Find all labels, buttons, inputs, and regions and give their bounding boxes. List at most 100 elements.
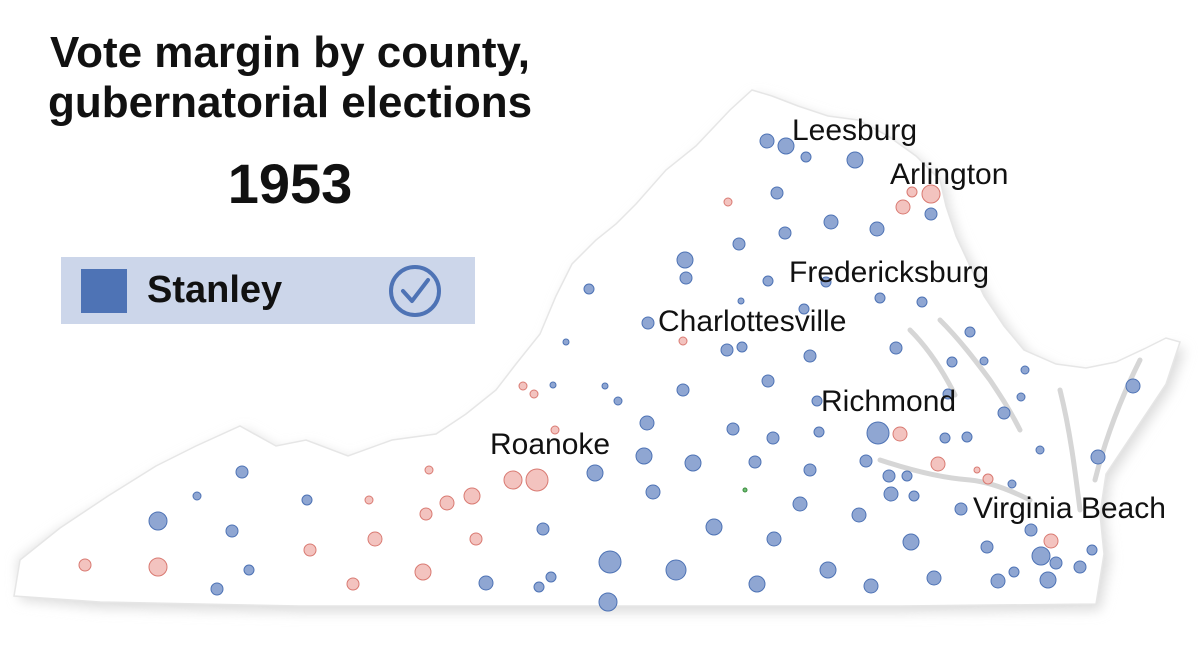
county-dot bbox=[921, 184, 941, 204]
county-dot bbox=[478, 575, 494, 591]
county-dot bbox=[819, 561, 837, 579]
county-dot bbox=[303, 543, 317, 557]
county-dot bbox=[997, 406, 1011, 420]
county-dot bbox=[924, 207, 938, 221]
county-dot bbox=[777, 137, 795, 155]
county-dot bbox=[525, 468, 549, 492]
county-dot bbox=[811, 395, 823, 407]
county-dot bbox=[737, 297, 745, 305]
county-dot bbox=[720, 343, 734, 357]
city-label-roanoke: Roanoke bbox=[490, 428, 611, 461]
county-dot bbox=[243, 564, 255, 576]
county-dot bbox=[192, 491, 202, 501]
county-dot bbox=[895, 199, 911, 215]
county-dot bbox=[800, 151, 812, 163]
city-label-richmond: Richmond bbox=[821, 385, 957, 418]
county-dot bbox=[866, 421, 890, 445]
county-dot bbox=[1035, 445, 1045, 455]
county-dot bbox=[759, 133, 775, 149]
county-dot bbox=[533, 581, 545, 593]
check-circle-icon bbox=[389, 265, 441, 317]
county-dot bbox=[676, 383, 690, 397]
county-dot bbox=[562, 338, 570, 346]
county-dot bbox=[770, 186, 784, 200]
county-dot bbox=[930, 456, 946, 472]
county-dot bbox=[210, 582, 224, 596]
county-dot bbox=[748, 455, 762, 469]
county-dot bbox=[1073, 560, 1087, 574]
county-dot bbox=[346, 577, 360, 591]
county-dot bbox=[301, 494, 313, 506]
county-dot bbox=[1008, 566, 1020, 578]
county-dot bbox=[536, 522, 550, 536]
county-dot bbox=[545, 571, 557, 583]
election-year: 1953 bbox=[227, 152, 353, 215]
county-dot bbox=[792, 496, 808, 512]
county-dot bbox=[1031, 546, 1051, 566]
county-dot bbox=[641, 316, 655, 330]
county-dot bbox=[148, 511, 168, 531]
county-dot bbox=[798, 303, 810, 315]
city-label-arlington: Arlington bbox=[890, 158, 1009, 191]
title-line-2: gubernatorial elections bbox=[47, 78, 533, 127]
legend: Stanley bbox=[61, 257, 475, 324]
county-dot bbox=[679, 271, 693, 285]
county-dot bbox=[954, 502, 968, 516]
county-dot bbox=[583, 283, 595, 295]
title-line-1: Vote margin by county, bbox=[50, 28, 530, 77]
county-dots bbox=[78, 133, 1141, 612]
county-dot bbox=[926, 570, 942, 586]
county-dot bbox=[916, 296, 928, 308]
county-dot bbox=[364, 495, 374, 505]
county-dot bbox=[678, 336, 688, 346]
county-dot bbox=[1090, 449, 1106, 465]
county-dot bbox=[762, 275, 774, 287]
city-label-virginia-beach: Virginia Beach bbox=[973, 492, 1166, 525]
county-dot bbox=[1049, 556, 1063, 570]
county-dot bbox=[550, 425, 560, 435]
county-dot bbox=[942, 388, 954, 400]
county-dot bbox=[598, 592, 618, 612]
city-label-charlottesville: Charlottesville bbox=[658, 305, 847, 338]
county-dot bbox=[859, 454, 873, 468]
county-dot bbox=[889, 341, 903, 355]
county-dot bbox=[766, 531, 782, 547]
county-dot bbox=[766, 431, 780, 445]
county-dot bbox=[439, 495, 455, 511]
county-dot bbox=[964, 326, 976, 338]
county-dot bbox=[586, 464, 604, 482]
county-dot bbox=[883, 486, 899, 502]
county-dot bbox=[78, 558, 92, 572]
county-dot bbox=[645, 484, 661, 500]
county-dot bbox=[148, 557, 168, 577]
county-dot bbox=[529, 389, 539, 399]
county-dot bbox=[973, 466, 981, 474]
waterways bbox=[877, 317, 1143, 513]
county-dot bbox=[736, 341, 748, 353]
county-dot bbox=[980, 540, 994, 554]
county-dot bbox=[613, 396, 623, 406]
county-dot bbox=[990, 573, 1006, 589]
county-dot bbox=[367, 531, 383, 547]
county-dot bbox=[748, 575, 766, 593]
county-dot bbox=[414, 563, 432, 581]
county-dot bbox=[761, 374, 775, 388]
county-dot bbox=[979, 356, 989, 366]
county-dot bbox=[1043, 533, 1059, 549]
county-dot bbox=[705, 518, 723, 536]
county-dot bbox=[419, 507, 433, 521]
county-dot bbox=[463, 487, 481, 505]
county-dot bbox=[1020, 365, 1030, 375]
county-dot bbox=[726, 422, 740, 436]
county-dot bbox=[961, 431, 973, 443]
county-dot bbox=[939, 432, 951, 444]
map-title: Vote margin by county, gubernatorial ele… bbox=[0, 28, 580, 128]
county-dot bbox=[823, 214, 839, 230]
county-dot bbox=[851, 507, 867, 523]
county-dot bbox=[846, 151, 864, 169]
county-dot bbox=[869, 221, 885, 237]
county-dot bbox=[598, 550, 622, 574]
county-dot bbox=[946, 356, 958, 368]
county-dot bbox=[863, 578, 879, 594]
